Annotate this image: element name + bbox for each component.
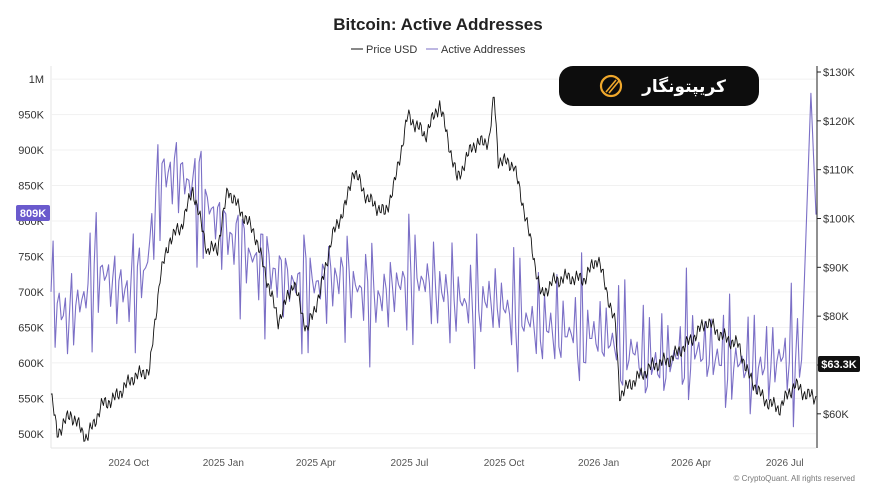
y-left-tick-label: 700K <box>18 287 44 299</box>
x-tick-label: 2024 Oct <box>108 458 149 469</box>
legend-label-active-addresses: Active Addresses <box>441 44 526 56</box>
y-left-tick-label: 650K <box>18 322 44 334</box>
x-axis: 2024 Oct 2025 Jan 2025 Apr 2025 Jul 2025 Oct… <box>108 458 803 469</box>
y-right-tick-label: $120K <box>823 116 855 128</box>
aa-badge-text: 809K <box>20 208 46 220</box>
active-addresses-line <box>50 92 817 428</box>
copyright-footer: © CryptoQuant. All rights reserved <box>734 474 856 483</box>
y-right-tick-label: $100K <box>823 213 855 225</box>
y-right-tick-label: $90K <box>823 262 849 274</box>
x-tick-label: 2026 Apr <box>671 458 712 469</box>
chart-title: Bitcoin: Active Addresses <box>333 15 542 34</box>
logo-coin-icon <box>599 74 623 98</box>
y-left-tick-label: 850K <box>18 181 44 193</box>
x-tick-label: 2025 Apr <box>296 458 337 469</box>
y-left-tick-label: 550K <box>18 393 44 405</box>
price-line <box>50 96 817 442</box>
right-axis: $130K$120K$110K$100K$90K$80K$70K$60K <box>817 67 855 421</box>
y-left-tick-label: 950K <box>18 110 44 122</box>
y-right-tick-label: $60K <box>823 409 849 421</box>
left-axis: 1M950K900K850K800K750K700K650K600K550K50… <box>18 74 44 441</box>
price-badge-text: $63.3K <box>821 359 857 371</box>
x-tick-label: 2025 Jan <box>203 458 244 469</box>
watermark-logo: کریپتونگار <box>559 66 759 106</box>
last-value-badge-active-addresses: 809K <box>16 205 50 221</box>
last-value-badge-price: $63.3K <box>818 356 860 372</box>
aa-badge-bg <box>16 205 50 221</box>
legend-label-price: Price USD <box>366 44 417 56</box>
price-badge-bg <box>818 356 860 372</box>
x-tick-label: 2025 Oct <box>484 458 525 469</box>
x-tick-label: 2025 Jul <box>391 458 429 469</box>
legend: Price USD Active Addresses <box>351 44 526 56</box>
y-left-tick-label: 1M <box>29 74 44 86</box>
x-tick-label: 2026 Jul <box>766 458 804 469</box>
logo-pen-icon <box>605 79 620 94</box>
y-right-tick-label: $130K <box>823 67 855 79</box>
y-left-tick-label: 900K <box>18 145 44 157</box>
y-left-tick-label: 600K <box>18 358 44 370</box>
y-right-tick-label: $80K <box>823 311 849 323</box>
grid <box>50 66 818 449</box>
y-left-tick-label: 750K <box>18 251 44 263</box>
x-tick-label: 2026 Jan <box>578 458 619 469</box>
y-right-tick-label: $110K <box>823 165 855 177</box>
y-left-tick-label: 500K <box>18 429 44 441</box>
logo-text: کریپتونگار <box>641 76 726 97</box>
